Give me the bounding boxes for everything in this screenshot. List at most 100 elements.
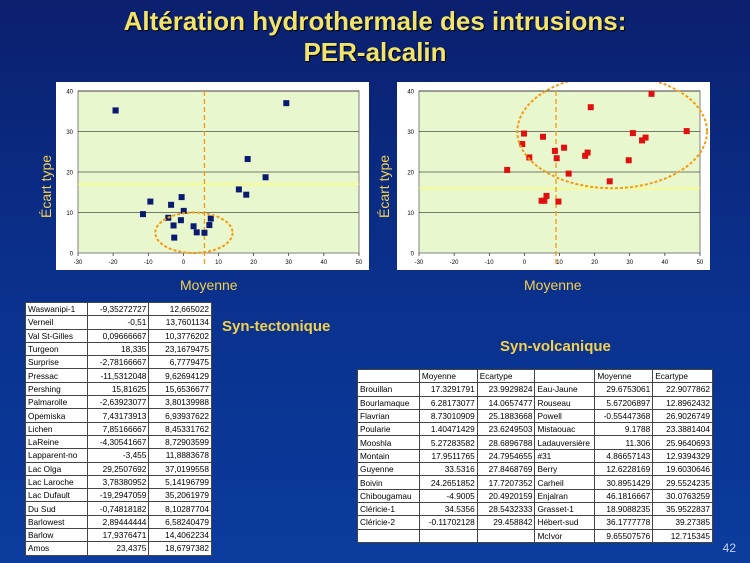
data-point xyxy=(207,215,214,222)
table-left-cell: -0,74818182 xyxy=(86,501,150,516)
table-left-row: Palmarolle -2,63923077 3,80139988 xyxy=(25,395,212,410)
table-left-cell: 5,14196799 xyxy=(148,474,212,490)
data-point xyxy=(648,90,655,97)
table-left-row: Barlowest 2,89444444 6,58240479 xyxy=(25,514,212,530)
table-left-cell: 7,43173913 xyxy=(86,408,150,423)
table-left-cell: 3,80139988 xyxy=(148,395,212,410)
table-left-row: Lichen 7,85166667 8,45331762 xyxy=(25,421,212,436)
table-right-cell: -4.9005 xyxy=(418,488,478,503)
y-tick-label: 30 xyxy=(407,130,414,136)
table-right-cell: 5.27283582 xyxy=(418,435,478,450)
x-tick-label: 50 xyxy=(697,260,704,266)
table-right-cell: 35.9522837 xyxy=(652,501,713,517)
x-tick-label: 30 xyxy=(285,260,292,266)
table-left-cell: 14,4062234 xyxy=(148,528,212,543)
table-left-cell: Lac Laroche xyxy=(25,474,88,490)
table-right-cell: 23.9929824 xyxy=(476,382,536,397)
table-right-cell: Hébert-sud xyxy=(534,515,596,530)
x-tick-label: 0 xyxy=(523,260,527,266)
slide-title: Altération hydrothermale des intrusions:… xyxy=(0,6,750,68)
table-right-cell: 33.5316 xyxy=(418,462,478,477)
table-left-cell: 8,10287704 xyxy=(148,501,212,516)
table-left-cell: Palmarolle xyxy=(25,395,88,410)
table-right-cell xyxy=(418,528,478,543)
data-point xyxy=(147,198,154,205)
table-left-cell: Turgeon xyxy=(25,341,88,357)
table-right-cell: 12.8962432 xyxy=(652,395,713,410)
table-right-cell: 6.28173077 xyxy=(418,395,478,410)
table-left-row: Barlow 17,9376471 14,4062234 xyxy=(25,528,212,543)
y-tick-label: 0 xyxy=(411,252,415,258)
table-right-cell: 24.7954655 xyxy=(476,448,536,464)
table-right-cell: 4.86657143 xyxy=(594,448,654,464)
table-right-cell: Mistaouac xyxy=(534,422,596,437)
table-left-cell: 13,7601134 xyxy=(148,315,212,330)
table-left-cell: Amos xyxy=(25,541,88,556)
data-point xyxy=(543,192,550,199)
table-right-cell: Flavrian xyxy=(357,408,420,424)
data-point xyxy=(112,107,119,114)
x-tick-label: 0 xyxy=(182,260,186,266)
table-left-cell: 23,1679475 xyxy=(148,341,212,357)
data-point xyxy=(244,156,251,163)
table-left-cell: Opemiska xyxy=(25,408,88,423)
table-left-cell: 18,6797382 xyxy=(148,541,212,556)
table-right-cell: Cléricie-1 xyxy=(357,501,420,517)
table-right-cell xyxy=(534,368,596,384)
table-left-cell: -2,78166667 xyxy=(86,355,150,370)
table-left-cell: Barlow xyxy=(25,528,88,543)
table-left-row: Surprise -2,78166667 6,7779475 xyxy=(25,355,212,370)
data-point xyxy=(642,134,649,141)
data-point xyxy=(639,137,646,144)
table-left-row: Waswanipi-1 -9,35272727 12,665022 xyxy=(25,301,212,317)
table-right-cell: 46.1816667 xyxy=(594,488,654,503)
table-left-cell: 8,72903599 xyxy=(148,434,212,450)
data-point xyxy=(177,217,184,224)
table-right-cell: 19.6030646 xyxy=(652,462,713,477)
x-tick-label: -20 xyxy=(109,260,118,266)
table-left-row: Lac Laroche 3,78380952 5,14196799 xyxy=(25,474,212,490)
chart-left-xlabel: Moyenne xyxy=(180,277,238,293)
table-left-cell: 23,4375 xyxy=(86,541,150,556)
table-left-cell: 9,62694129 xyxy=(148,368,212,383)
data-point xyxy=(551,147,558,154)
table-right-cell: 20.4920159 xyxy=(476,488,536,503)
table-left-cell: 6,7779475 xyxy=(148,355,212,370)
table-right-cell: 25.9640693 xyxy=(652,435,713,450)
table-left-row: Turgeon 18,335 23,1679475 xyxy=(25,341,212,357)
y-tick-label: 40 xyxy=(407,90,414,96)
table-right-row: Bourlamaque 6.28173077 14.0657477 Rouseau 5.… xyxy=(357,395,713,410)
table-right-cell: Powell xyxy=(534,408,596,424)
table-left-row: Lapparent-no -3,455 11,8883678 xyxy=(25,448,212,463)
table-right-row: Boivin 24.2651852 17.7207352 Carheil 30.8951… xyxy=(357,475,713,490)
table-left-cell: 6,58240479 xyxy=(148,514,212,530)
table-right-cell: 5.67206897 xyxy=(594,395,654,410)
x-tick-label: -10 xyxy=(485,260,494,266)
table-right-cell: Mooshla xyxy=(357,435,420,450)
y-tick-label: 10 xyxy=(407,211,414,217)
table-right-cell: Enjalran xyxy=(534,488,596,503)
table-right-cell: 23.6249503 xyxy=(476,422,536,437)
table-right-cell: Montain xyxy=(357,448,420,464)
table-right-cell: 28.6896788 xyxy=(476,435,536,450)
table-left-cell: Lac Olga xyxy=(25,461,88,476)
chart-right-ylabel: Écart type xyxy=(376,154,392,218)
table-right-cell: 30.0763259 xyxy=(652,488,713,503)
table-right-cell: 12.9394329 xyxy=(652,448,713,464)
data-point xyxy=(283,100,290,107)
table-right-cell: Bourlamaque xyxy=(357,395,420,410)
y-tick-label: 10 xyxy=(66,211,73,217)
table-right-cell: 26.9026749 xyxy=(652,408,713,424)
table-right-cell: 36.1777778 xyxy=(594,515,654,530)
table-right-cell: Grasset-1 xyxy=(534,501,596,517)
data-point xyxy=(235,186,242,193)
table-left-cell: Surprise xyxy=(25,355,88,370)
table-right-cell: 12.715345 xyxy=(652,528,713,543)
data-point xyxy=(168,201,175,208)
data-point xyxy=(683,128,690,135)
table-left-cell: 35,2061979 xyxy=(148,488,212,503)
table-left-row: Lac Dufault -19,2947059 35,2061979 xyxy=(25,488,212,503)
table-right-cell: Cléricie-2 xyxy=(357,515,420,530)
data-point xyxy=(504,166,511,173)
table-left-cell: 3,78380952 xyxy=(86,474,150,490)
